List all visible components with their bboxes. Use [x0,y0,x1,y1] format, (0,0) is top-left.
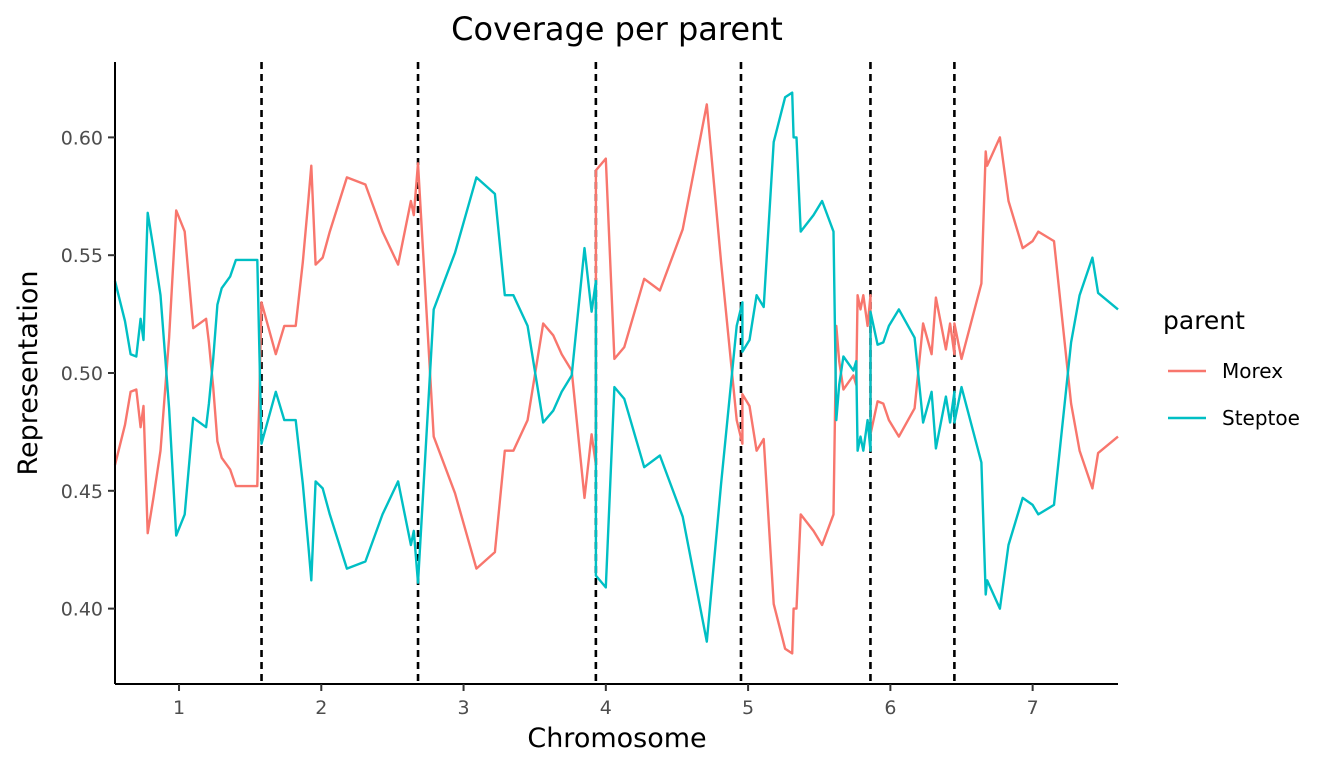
series-line-morex [113,103,1119,655]
x-tick-label: 1 [173,697,185,719]
legend-title: parent [1163,306,1245,335]
chart-title: Coverage per parent [451,10,783,48]
x-tick-label: 3 [458,697,470,719]
legend-items: Morex Steptoe [1168,359,1300,430]
chromosome-boundaries [260,62,956,684]
x-tick-label: 2 [315,697,327,719]
y-tick-label: 0.55 [61,245,103,267]
x-axis-title: Chromosome [527,723,706,754]
x-tick-label: 6 [884,697,896,719]
series-line-steptoe [113,91,1119,643]
x-tick-label: 5 [742,697,754,719]
y-tick-label: 0.50 [61,363,103,385]
series-lines [113,91,1119,655]
x-tick-label: 7 [1027,697,1039,719]
legend-label-steptoe: Steptoe [1222,406,1300,430]
legend: parent Morex Steptoe [1163,306,1300,430]
x-tick-label: 4 [600,697,612,719]
y-axis-title: Representation [13,270,44,475]
y-axis-ticks: 0.40 0.45 0.50 0.55 0.60 [61,127,115,621]
y-tick-label: 0.60 [61,127,103,149]
y-tick-label: 0.40 [61,599,103,621]
y-tick-label: 0.45 [61,481,103,503]
legend-label-morex: Morex [1222,359,1283,383]
x-axis-ticks: 1 2 3 4 5 6 7 [173,684,1039,719]
